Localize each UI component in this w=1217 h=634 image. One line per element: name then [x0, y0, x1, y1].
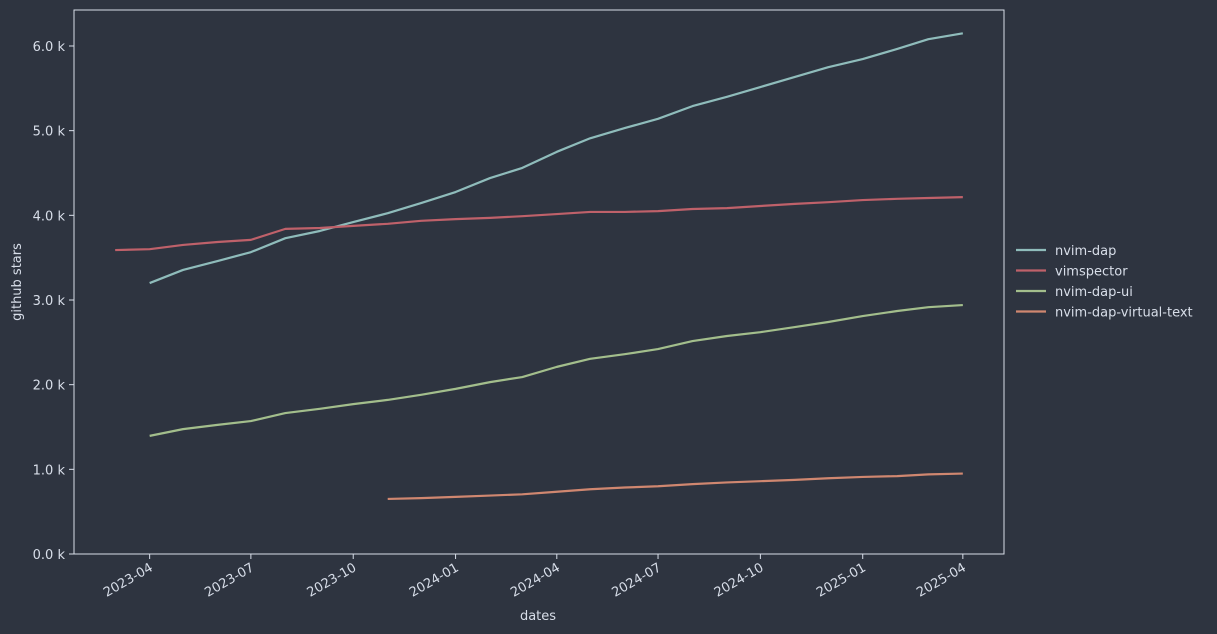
series-line — [115, 196, 963, 252]
y-tick-label: 3.0 k — [33, 294, 66, 309]
y-tick-label: 5.0 k — [33, 125, 66, 140]
legend-label: vimspector — [1055, 265, 1128, 280]
legend-label: nvim-dap — [1055, 244, 1116, 259]
y-tick-label: 2.0 k — [33, 379, 66, 394]
y-tick-label: 1.0 k — [33, 463, 66, 478]
legend-label: nvim-dap-virtual-text — [1055, 306, 1193, 321]
y-tick-label: 0.0 k — [33, 548, 66, 563]
y-axis-label: github stars — [10, 243, 25, 321]
series-line — [149, 32, 964, 285]
y-tick-label: 4.0 k — [33, 209, 66, 224]
plot-frame — [73, 9, 1005, 555]
x-axis-label: dates — [520, 609, 556, 624]
series-line — [149, 303, 963, 437]
series-line — [387, 472, 963, 501]
legend-label: nvim-dap-ui — [1055, 285, 1133, 300]
y-tick-label: 6.0 k — [33, 40, 66, 55]
